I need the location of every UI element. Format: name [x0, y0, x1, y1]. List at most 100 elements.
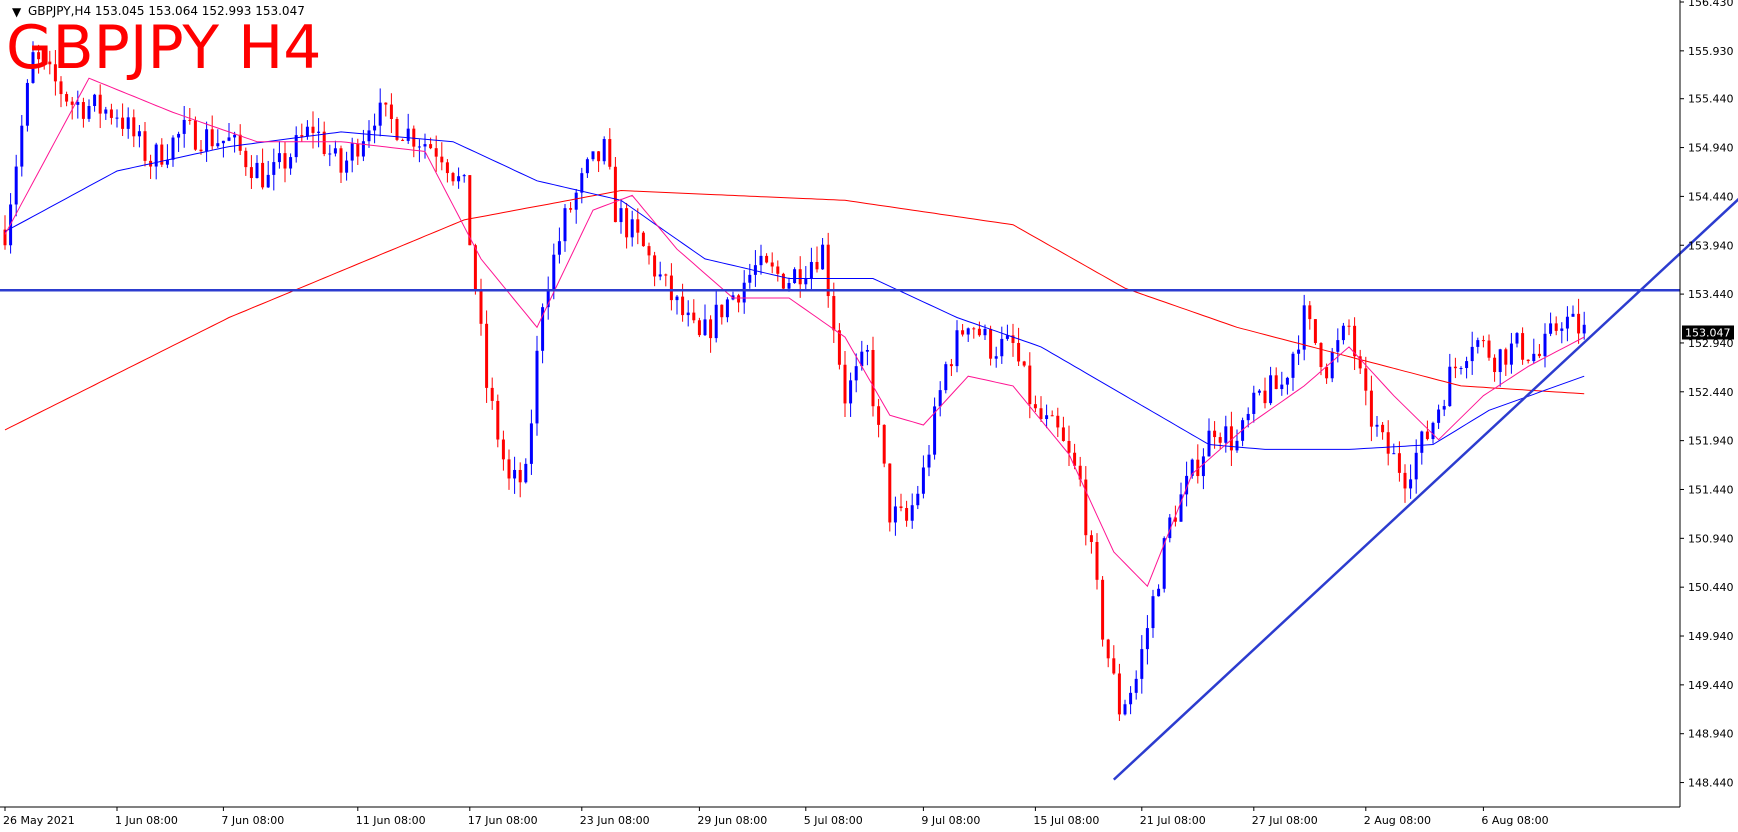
candle-body: [1123, 704, 1127, 715]
candle-body: [591, 151, 595, 160]
candle-body: [821, 244, 825, 270]
candle-body: [1045, 415, 1049, 420]
candle-body: [451, 173, 455, 182]
candle-body: [1509, 343, 1513, 365]
x-tick-label: 23 Jun 08:00: [580, 814, 650, 827]
candle-body: [1190, 459, 1194, 476]
candle-body: [272, 162, 276, 175]
candle-body: [227, 137, 231, 141]
candle-body: [1050, 415, 1054, 417]
candle-body: [367, 130, 371, 142]
candle-body: [165, 159, 169, 165]
candle-body: [1056, 415, 1060, 428]
candle-body: [613, 166, 617, 223]
candle-body: [793, 269, 797, 284]
candle-body: [261, 162, 265, 188]
candle-body: [3, 229, 7, 246]
candle-body: [1493, 357, 1497, 373]
candle-body: [944, 364, 948, 391]
candle-body: [171, 137, 175, 160]
candle-body: [76, 102, 80, 105]
candle-body: [697, 320, 701, 336]
candle-body: [221, 140, 225, 144]
candle-body: [1369, 390, 1373, 427]
current-price-label: 153.047: [1685, 326, 1731, 339]
y-tick-label: 150.940: [1688, 532, 1734, 545]
candle-body: [1302, 305, 1306, 350]
candle-body: [1582, 324, 1586, 334]
candle-body: [406, 128, 410, 141]
candle-body: [53, 64, 57, 82]
y-tick-label: 151.440: [1688, 483, 1734, 496]
candle-body: [1005, 335, 1009, 339]
candle-body: [1297, 349, 1301, 354]
candle-body: [1330, 351, 1334, 379]
candle-body: [1465, 361, 1469, 369]
candle-body: [1028, 365, 1032, 405]
candle-body: [949, 364, 953, 367]
moving-averages-layer: [4, 77, 1585, 588]
candle-body: [42, 59, 46, 62]
candle-body: [1459, 368, 1463, 370]
candle-body: [938, 390, 942, 407]
candle-body: [1213, 430, 1217, 438]
candle-body: [468, 175, 472, 246]
candle-body: [1252, 392, 1256, 414]
candle-body: [664, 274, 668, 276]
candle-body: [1487, 340, 1491, 358]
candle-body: [1347, 325, 1351, 327]
candle-body: [641, 232, 645, 247]
candle-body: [1263, 390, 1267, 404]
candle-body: [356, 143, 360, 157]
candle-body: [507, 459, 511, 479]
candle-body: [283, 153, 287, 169]
candle-body: [877, 406, 881, 425]
current-price-tag: [1682, 325, 1734, 340]
candle-body: [1341, 325, 1345, 341]
candle-body: [1073, 452, 1077, 466]
candle-body: [585, 159, 589, 174]
candle-body: [1207, 430, 1211, 457]
candle-body: [137, 131, 141, 137]
candle-body: [602, 139, 606, 162]
candle-body: [1453, 366, 1457, 369]
trendline: [1112, 197, 1738, 781]
candle-body: [1269, 375, 1273, 404]
candle-body: [345, 160, 349, 173]
candle-body: [1000, 338, 1004, 357]
header-triangle-icon[interactable]: ▼: [12, 5, 22, 19]
candle-body: [93, 94, 97, 107]
symbol-ohlc-line: GBPJPY,H4 153.045 153.064 152.993 153.04…: [28, 4, 305, 18]
candle-body: [412, 128, 416, 147]
y-tick-label: 154.440: [1688, 190, 1734, 203]
candle-body: [182, 119, 186, 134]
y-tick-label: 148.940: [1688, 728, 1734, 741]
candle-body: [1078, 465, 1082, 480]
candle-body: [1504, 349, 1508, 365]
candle-body: [294, 135, 298, 158]
candle-body: [725, 299, 729, 318]
candle-body: [972, 328, 976, 330]
candle-body: [1162, 538, 1166, 589]
candle-body: [1353, 325, 1357, 357]
candle-body: [1420, 431, 1424, 453]
candle-body: [781, 273, 785, 289]
candle-body: [445, 162, 449, 174]
candle-body: [210, 129, 214, 147]
y-tick-label: 156.430: [1688, 0, 1734, 9]
y-tick-label: 148.440: [1688, 777, 1734, 790]
candle-body: [87, 106, 91, 119]
candle-body: [1022, 361, 1026, 366]
candle-body: [854, 366, 858, 381]
candles-layer: [3, 41, 1586, 721]
candle-body: [849, 380, 853, 404]
x-tick-label: 29 Jun 08:00: [697, 814, 767, 827]
x-tick-label: 17 Jun 08:00: [468, 814, 538, 827]
candle-body: [1101, 579, 1105, 640]
candle-body: [1061, 427, 1065, 441]
candle-body: [333, 148, 337, 154]
candle-body: [216, 143, 220, 147]
